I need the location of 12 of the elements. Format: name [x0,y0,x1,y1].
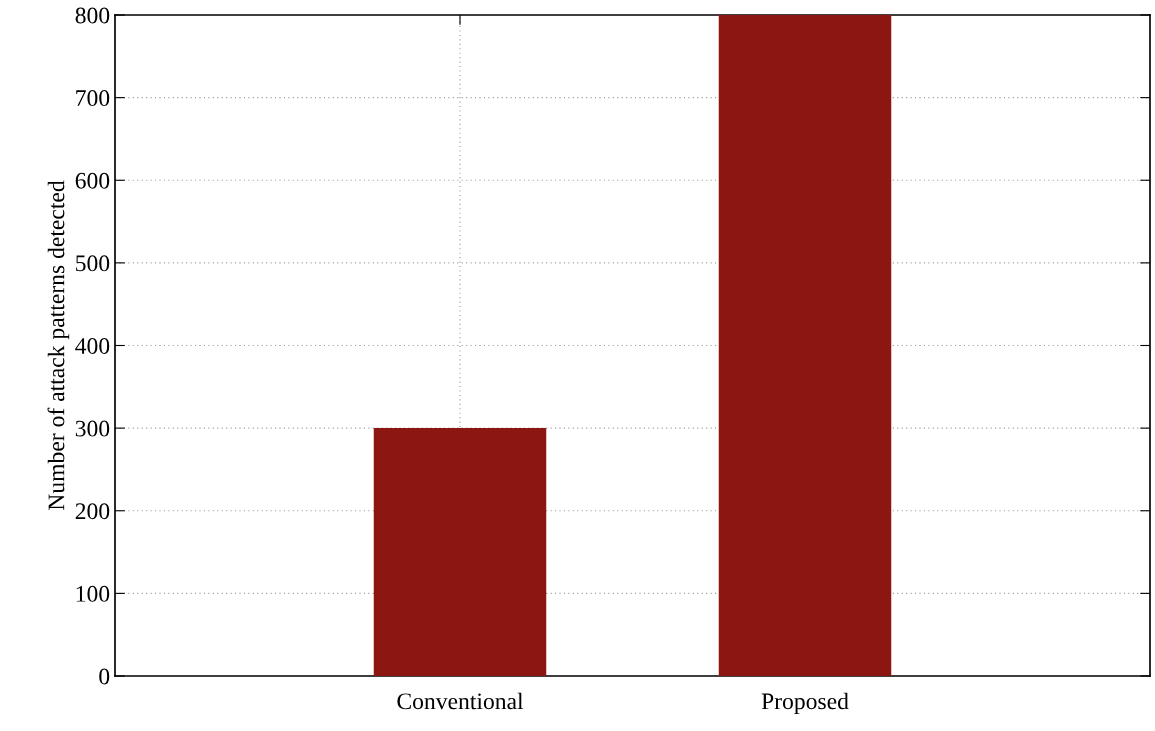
y-tick-label: 600 [75,172,110,189]
y-tick-label: 300 [75,420,110,437]
y-tick-label: 100 [76,585,110,602]
y-tick-label: 800 [75,7,110,24]
x-tick-label: Conventional [397,692,524,710]
y-tick-label: 0 [99,668,110,685]
y-axis-title: Number of attack patterns detected [47,180,70,511]
x-tick-label: Proposed [761,692,849,715]
y-tick-label: 700 [76,90,110,107]
y-tick-label: 400 [75,337,110,354]
y-tick-label: 500 [76,255,110,272]
y-tick-label: 200 [75,503,110,520]
